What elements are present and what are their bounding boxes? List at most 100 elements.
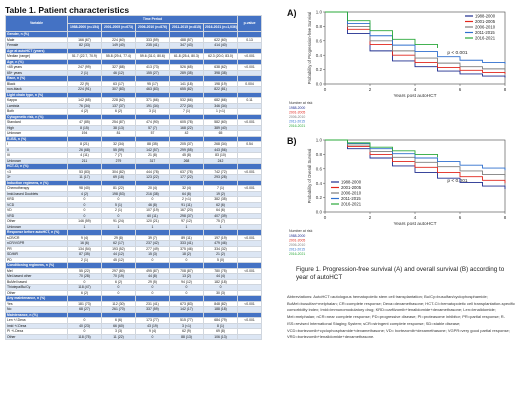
row-pvalue: <0.001 (237, 64, 263, 71)
row-cell: 198 (19) (202, 80, 239, 87)
risk-table-title: Number at risk (289, 101, 313, 105)
row-pvalue (237, 251, 263, 258)
table-row: sCR/CR 9 (4) 29 (8) 39 (7) 89 (11) 197 (19) <0… (5, 234, 263, 241)
table-row: III 4 (11) 7 (7) 21 (8) 45 (8) 83 (10) (5, 152, 263, 159)
x-tick-label: 0 (324, 87, 327, 92)
row-cell: 822 (81) (202, 86, 239, 93)
row-cell (202, 295, 239, 302)
risk-row-label: 2001-2005 (289, 111, 305, 115)
figure-caption: Figure 1. Progression-free survival (A) … (296, 266, 505, 281)
row-cell: 682 (66) (202, 97, 239, 104)
row-pvalue (237, 262, 263, 269)
table-row: Black 22 (9) 63 (17) 95 (17) 141 (18) 198 (19… (5, 80, 263, 87)
table-section-row: Light chain type, n (%) (5, 91, 263, 98)
row-cell: 346 (34) (202, 102, 239, 109)
table-row: <65 years 247 (99) 327 (88) 413 (73) 526 (65… (5, 64, 263, 71)
table-row: BuMel based 0 6 (2) 29 (5) 94 (12) 182 (18) (5, 278, 263, 285)
patient-characteristics-table: Variable Time Period p-value 1988-2000 (… (5, 15, 263, 340)
table-body: Gender, n (%) Male 166 (67) 224 (60) 333 (59… (5, 31, 263, 340)
row-cell: 1 (<1) (202, 108, 239, 115)
row-cell: 0 (135, 333, 170, 340)
row-label: Response before autoHCT, n (%) (5, 229, 68, 236)
row-pvalue (237, 322, 263, 329)
row-cell: 69 (8) (202, 328, 239, 335)
x-tick-label: 0 (324, 215, 327, 220)
row-pvalue (237, 311, 263, 318)
y-tick-label: 0.8 (316, 152, 323, 157)
row-cell: 106 (13) (202, 333, 239, 340)
y-tick-label: 0.4 (316, 53, 323, 58)
row-cell: 30 (3) (202, 289, 239, 296)
risk-table-title: Number at risk (289, 229, 313, 233)
os-figure: 0.0 0.2 0.4 0.6 0.8 1.0 0 2 4 6 8 Probability of Ov… (287, 134, 517, 264)
header-time-period: Time Period (66, 15, 239, 24)
risk-row-label: 2011-2015 (289, 120, 305, 124)
table-title: Table 1. Patient characteristics (5, 5, 130, 15)
header-period-1: 1988-2000 (n=154) (67, 23, 102, 32)
abbreviations-note: Abbreviations: AutoHCT=autologous hemato… (287, 294, 516, 340)
row-pvalue (237, 75, 263, 82)
table-row: Kappa 142 (65) 228 (62) 371 (66) 532 (66) 682… (5, 97, 263, 104)
y-axis-label: Probability of Progression-free Survival (307, 12, 312, 84)
row-cell (202, 75, 239, 82)
legend-label: 2011-2015 (341, 196, 361, 201)
row-cell (202, 91, 239, 98)
header-period-2: 2001-2005 (n=673) (101, 23, 136, 32)
table-section-row: Age, n (%) (5, 58, 263, 65)
risk-row-label: 1988-2000 (289, 106, 305, 110)
x-tick-label: 4 (414, 87, 417, 92)
x-tick-label: 2 (369, 215, 372, 220)
legend-label: 2001-2005 (341, 185, 362, 190)
series-line-2001-2005 (325, 139, 506, 184)
row-cell: 44 (4) (202, 273, 239, 280)
table-row: Imid-based Doublets 4 (2) 198 (53) 216 (38)… (5, 190, 263, 197)
panel-b-label: B) (287, 136, 297, 146)
series-line-1988-2000 (325, 139, 506, 189)
series-line-2011-2015 (325, 11, 506, 64)
y-tick-label: 0.6 (316, 38, 323, 43)
risk-row-label: 2006-2010 (289, 243, 305, 247)
header-variable: Variable (5, 15, 68, 32)
risk-row-label: 1988-2000 (289, 234, 305, 238)
y-tick-label: 0.2 (316, 67, 323, 72)
table-row: Mel 55 (22) 297 (80) 495 (87) 708 (87) 780 (7… (5, 267, 263, 274)
row-pvalue: <0.001 (237, 300, 263, 307)
risk-row-label: 2016-2021 (289, 124, 305, 128)
row-label: Other (5, 333, 68, 340)
table-section-row: Maintenance, n (%) (5, 311, 263, 318)
series-line-2016-2021 (325, 139, 438, 158)
table-row: Other 146 (59) 91 (24) 120 (21) 97 (12) 75 (7… (5, 218, 263, 225)
row-cell: 11 (22) (101, 333, 136, 340)
row-pvalue (237, 328, 263, 335)
table-section-row: Gender, n (%) (5, 31, 263, 38)
table-row: Other 118 (75) 11 (22) 0 88 (13) 106 (13) (5, 333, 263, 340)
row-pvalue (237, 108, 263, 115)
row-cell: 118 (75) (67, 333, 102, 340)
table-row: II 26 (68) 55 (59) 142 (57) 299 (55) 443 (56) (5, 146, 263, 153)
p-value-label: p < 0.001 (447, 50, 467, 56)
table-period-row: 1988-2000 (n=154) 2001-2005 (n=673) 2006-2… (6, 23, 262, 32)
row-pvalue (237, 113, 263, 120)
series-line-2001-2005 (325, 11, 506, 74)
row-pvalue (237, 284, 263, 291)
row-cell: 182 (18) (202, 278, 239, 285)
row-pvalue: <0.001 (237, 317, 263, 324)
row-pvalue: 0.11 (237, 97, 263, 104)
legend-label: 2006-2010 (475, 25, 496, 30)
pfs-figure: 0.0 0.2 0.4 0.6 0.8 1.0 0 2 4 6 8 Probability of Pr… (287, 6, 517, 136)
y-tick-label: 0.0 (316, 82, 323, 87)
legend-label: 2006-2010 (341, 191, 362, 196)
risk-row-label: 2006-2010 (289, 115, 305, 119)
row-pvalue: <0.001 (237, 119, 263, 126)
table-row: PI +/-Dexa 0 3 (3) 9 (4) 62 (9) 69 (8) (5, 328, 263, 335)
header-period-5: 2016-2021 (n=1,036) (202, 23, 239, 32)
table-row: No 68 (27) 261 (70) 337 (59) 142 (17) 188 (18… (5, 306, 263, 313)
table-row: Yes 181 (73) 112 (30) 231 (41) 673 (83) 848 (… (5, 300, 263, 307)
row-pvalue (237, 295, 263, 302)
table-row: SD/MR 87 (35) 44 (12) 15 (3) 18 (2) 21 (2) (5, 251, 263, 258)
row-pvalue (237, 102, 263, 109)
x-axis-label: Years post autoHCT (393, 221, 436, 227)
row-cell: 780 (75) (202, 267, 239, 274)
table-section-row: Conditioning regimens, n (%) (5, 262, 263, 269)
row-cell: 61.8 (25.4, 80.3) (169, 53, 204, 60)
